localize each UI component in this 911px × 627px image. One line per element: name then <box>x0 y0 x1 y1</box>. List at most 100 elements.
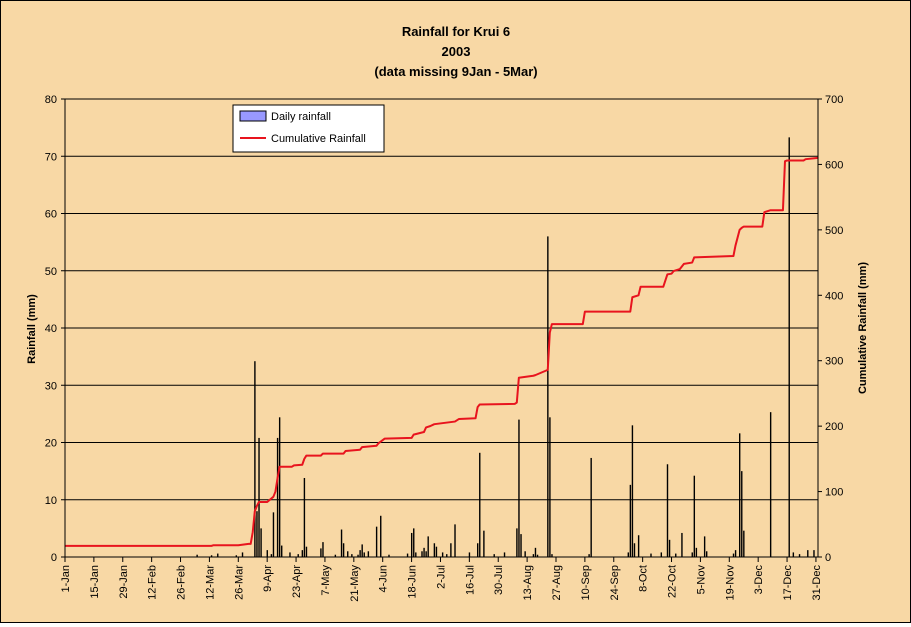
cumulative-rainfall-line <box>65 156 819 547</box>
daily-rainfall-bar <box>413 528 415 557</box>
daily-rainfall-bar <box>210 555 213 557</box>
cumulative-rainfall-line-layer <box>65 156 819 547</box>
daily-rainfall-bar <box>421 551 423 557</box>
daily-rainfall-bar <box>695 547 698 557</box>
daily-rainfall-bar <box>629 484 632 557</box>
right-y-tick-label: 300 <box>825 356 843 368</box>
right-y-tick-label: 100 <box>825 487 843 499</box>
x-tick-label: 9-Apr <box>262 565 274 592</box>
x-tick-label: 8-Oct <box>638 565 650 592</box>
chart-title-line-2: 2003 <box>442 44 471 59</box>
daily-rainfall-bar <box>588 554 590 557</box>
x-tick-label: 13-Aug <box>522 565 534 600</box>
daily-rainfall-bar <box>518 419 520 557</box>
x-tick-label: 23-Apr <box>291 565 303 598</box>
daily-rainfall-bar <box>660 552 663 557</box>
daily-rainfall-bar <box>551 554 553 557</box>
daily-rainfall-bar <box>536 554 539 557</box>
daily-rainfall-bar <box>375 526 378 557</box>
daily-rainfall-bar <box>627 552 630 557</box>
legend-swatch-daily <box>239 110 267 122</box>
left-y-tick-labels: 0 10 20 30 40 50 60 70 80 <box>45 94 57 564</box>
daily-rainfall-bar <box>301 550 304 557</box>
daily-rainfall-bar <box>477 543 479 557</box>
x-tick-label: 26-Feb <box>176 565 188 600</box>
right-y-tick-label: 400 <box>825 290 843 302</box>
daily-rainfall-bar <box>363 552 365 557</box>
left-y-tick-label: 40 <box>45 323 57 335</box>
x-tick-label: 31-Dec <box>811 565 823 601</box>
daily-rainfall-bar <box>322 542 324 557</box>
daily-rainfall-bar <box>196 554 198 557</box>
legend-label-daily: Daily rainfall <box>271 111 331 123</box>
daily-rainfall-bar <box>520 534 522 557</box>
daily-rainfall-bar <box>705 551 708 557</box>
left-y-tick-label: 10 <box>45 495 57 507</box>
right-y-tick-label: 200 <box>825 421 843 433</box>
daily-rainfall-bar <box>427 536 429 557</box>
daily-rainfall-bar <box>650 553 652 557</box>
daily-rainfall-bar <box>732 553 735 557</box>
daily-rainfall-bar <box>406 553 409 557</box>
y2-axis-title: Cumulative Rainfall (mm) <box>857 262 869 394</box>
daily-rainfall-bar <box>433 543 436 557</box>
left-y-tick-label: 80 <box>45 94 57 106</box>
daily-rainfall-bar <box>792 552 795 557</box>
daily-rainfall-bar <box>270 554 273 557</box>
right-y-tick-labels: 0 100 200 300 400 500 600 700 <box>825 94 843 564</box>
daily-rainfall-bar <box>633 543 636 557</box>
daily-rainfall-bar <box>637 535 640 557</box>
x-tick-label: 12-Feb <box>147 565 159 600</box>
daily-rainfall-bar <box>435 546 438 557</box>
daily-rainfall-bar <box>415 552 417 557</box>
daily-rainfall-bar <box>347 551 349 557</box>
daily-rainfall-bar <box>272 512 275 557</box>
daily-rainfall-bar <box>666 464 669 557</box>
daily-rainfall-bar <box>289 552 291 557</box>
x-tick-label: 10-Sep <box>580 565 592 600</box>
daily-rainfall-bar <box>741 471 743 557</box>
daily-rainfall-bar <box>693 475 696 557</box>
daily-rainfall-bar <box>668 539 671 557</box>
daily-rainfall-bar <box>454 524 456 557</box>
x-tick-label: 17-Dec <box>782 565 794 601</box>
daily-rainfall-bar <box>493 554 495 557</box>
daily-rainfall-bar <box>441 552 444 557</box>
daily-rainfall-bar <box>281 545 283 557</box>
legend-label-cumulative: Cumulative Rainfall <box>271 133 366 145</box>
x-tick-label: 27-Aug <box>551 565 563 600</box>
daily-rainfall-bar <box>235 555 238 557</box>
right-y-tick-label: 500 <box>825 225 843 237</box>
x-tick-label: 3-Dec <box>753 565 765 595</box>
right-y-tick-label: 0 <box>825 552 831 564</box>
x-tick-labels: 1-Jan 15-Jan 29-Jan 12-Feb 26-Feb 12-Mar 26-Ma… <box>60 565 823 602</box>
left-y-tick-label: 30 <box>45 380 57 392</box>
daily-rainfall-bar <box>813 550 815 557</box>
right-y-tick-label: 600 <box>825 159 843 171</box>
gridlines <box>65 98 818 501</box>
y-axis-title: Rainfall (mm) <box>26 294 38 364</box>
daily-rainfall-bar <box>798 554 801 557</box>
daily-rainfall-bar <box>388 554 390 557</box>
daily-rainfall-bar <box>503 552 506 557</box>
x-tick-label: 12-Mar <box>204 565 216 600</box>
daily-rainfall-bar <box>260 528 262 557</box>
daily-rainfall-bar <box>516 528 518 557</box>
daily-rainfall-bar <box>446 554 448 557</box>
daily-rainfall-bar <box>675 553 677 557</box>
daily-rainfall-bar <box>276 437 279 557</box>
x-tick-label: 26-Mar <box>233 565 245 600</box>
chart-title-line-3: (data missing 9Jan - 5Mar) <box>374 64 537 79</box>
daily-rainfall-bar <box>532 554 535 557</box>
daily-rainfall-bar <box>266 550 268 557</box>
daily-rainfall-bar <box>734 550 737 557</box>
legend: Daily rainfall Cumulative Rainfall <box>232 104 385 153</box>
daily-rainfall-bar <box>590 457 592 557</box>
daily-rainfall-bar <box>423 547 425 557</box>
daily-rainfall-bar <box>549 417 551 557</box>
daily-rainfall-bar <box>534 547 537 557</box>
daily-rainfall-bar <box>256 511 258 557</box>
x-tick-label: 4-Jun <box>378 565 390 593</box>
daily-rainfall-bar <box>483 530 485 557</box>
